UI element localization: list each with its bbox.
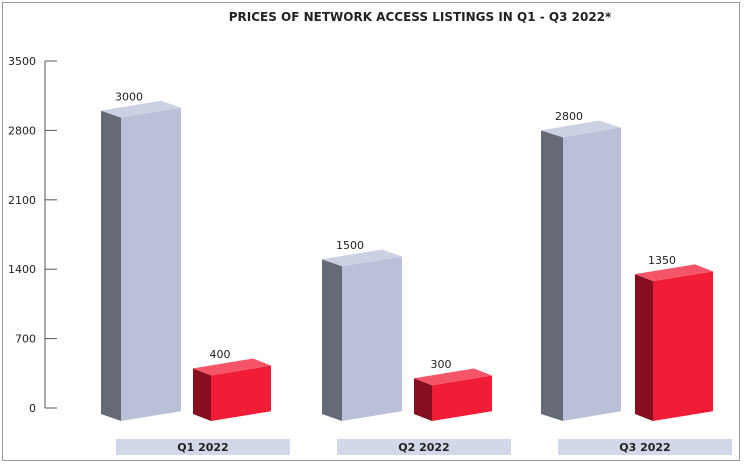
chart-title: PRICES OF NETWORK ACCESS LISTINGS IN Q1 … xyxy=(229,10,612,24)
bar-side-face xyxy=(101,110,121,422)
y-tick-label: 700 xyxy=(15,333,36,346)
bar-top-face xyxy=(541,120,621,138)
category-band xyxy=(558,439,732,455)
bar-front-face xyxy=(342,256,402,421)
data-label: 3000 xyxy=(115,90,143,103)
category-label: Q1 2022 xyxy=(177,441,228,454)
bar-side-face xyxy=(414,378,432,421)
bar-top-face xyxy=(414,368,492,386)
data-label: 1350 xyxy=(648,254,676,267)
category-band xyxy=(116,439,290,455)
category-label: Q2 2022 xyxy=(398,441,449,454)
y-tick-label: 2100 xyxy=(8,194,36,207)
bar-q2-2022-s2 xyxy=(414,368,492,421)
category-labels: Q1 2022 Q2 2022 Q3 2022 xyxy=(116,439,732,455)
bar-q1-2022-s1 xyxy=(101,100,181,422)
bar-top-face xyxy=(193,358,271,376)
bar-side-face xyxy=(322,259,342,421)
data-label: 1500 xyxy=(336,239,364,252)
bar-q3-2022-s1 xyxy=(541,120,621,421)
data-label: 2800 xyxy=(555,110,583,123)
bars: 3000 1500 2800 400 300 1350 xyxy=(101,90,713,422)
bar-front-face xyxy=(211,365,271,421)
bar-front-face xyxy=(563,127,621,421)
bar-side-face xyxy=(541,130,563,421)
bar-top-face xyxy=(635,264,713,282)
bar-side-face xyxy=(193,368,211,421)
y-tick-label: 2800 xyxy=(8,124,36,137)
bar-q2-2022-s1 xyxy=(322,249,402,421)
bar-front-face xyxy=(121,107,181,422)
bar-top-face xyxy=(101,100,181,118)
bar-front-face xyxy=(653,271,713,421)
category-band xyxy=(337,439,511,455)
y-tick-label: 1400 xyxy=(8,263,36,276)
y-tick-label: 0 xyxy=(29,402,36,415)
data-label: 400 xyxy=(210,348,231,361)
bar-q1-2022-s2 xyxy=(193,358,271,421)
y-axis: 0 700 1400 2100 2800 3500 xyxy=(8,55,57,415)
bar-top-face xyxy=(322,249,402,267)
y-tick-label: 3500 xyxy=(8,55,36,68)
bar-q3-2022-s2 xyxy=(635,264,713,421)
bar-side-face xyxy=(635,274,653,421)
data-label: 300 xyxy=(431,358,452,371)
category-label: Q3 2022 xyxy=(619,441,670,454)
bar-front-face xyxy=(432,375,492,421)
